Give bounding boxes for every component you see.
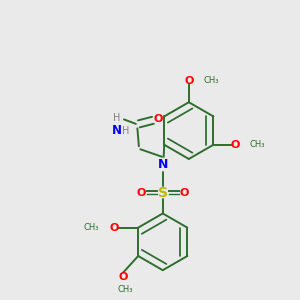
Text: O: O: [118, 272, 128, 282]
Text: O: O: [109, 223, 118, 232]
Text: CH₃: CH₃: [83, 223, 99, 232]
Text: N: N: [112, 124, 122, 137]
Text: H: H: [113, 113, 120, 123]
Text: CH₃: CH₃: [117, 285, 133, 294]
Text: N: N: [158, 158, 168, 171]
Text: H: H: [122, 126, 129, 136]
Text: S: S: [158, 186, 168, 200]
Text: O: O: [154, 114, 163, 124]
Text: CH₃: CH₃: [249, 140, 265, 149]
Text: O: O: [230, 140, 240, 150]
Text: O: O: [136, 188, 146, 198]
Text: O: O: [180, 188, 189, 198]
Text: O: O: [184, 76, 194, 86]
Text: CH₃: CH₃: [203, 76, 219, 85]
